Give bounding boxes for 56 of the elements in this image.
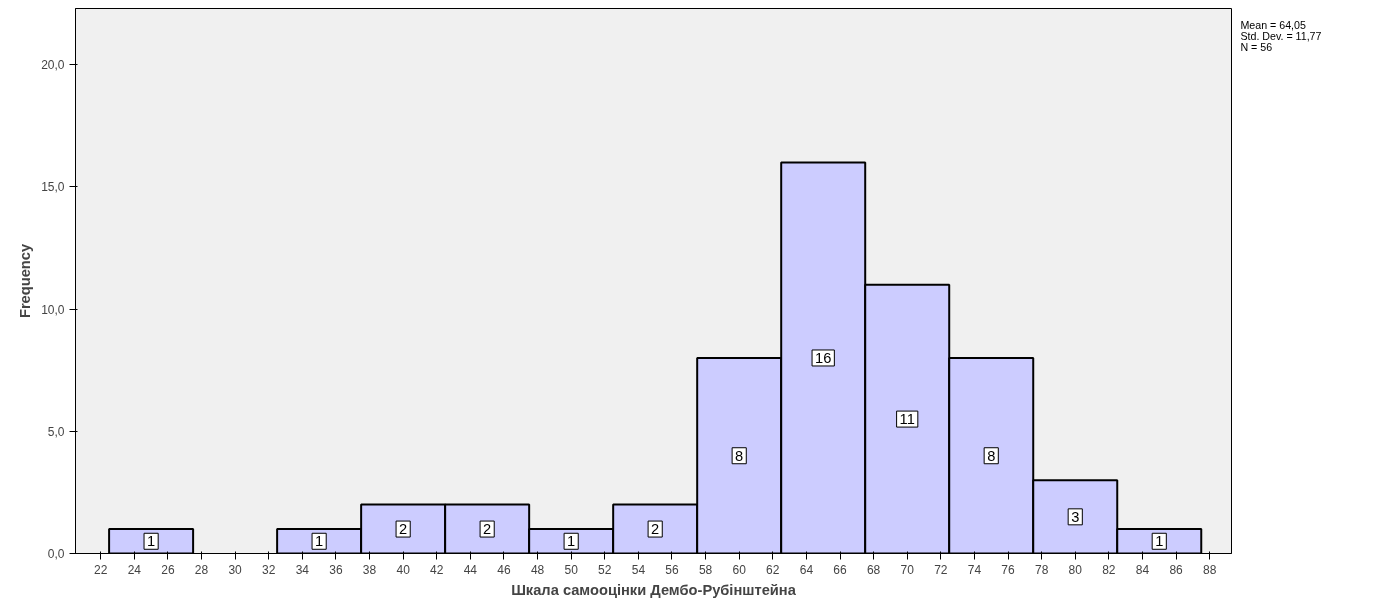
x-tick-label: 46 <box>497 562 511 577</box>
x-tick-label: 42 <box>430 562 444 577</box>
x-tick-label: 38 <box>362 562 377 577</box>
data-label: 2 <box>483 521 492 538</box>
x-tick-label: 86 <box>1169 562 1184 577</box>
y-tick-label: 0,0 <box>47 547 65 561</box>
data-label: 8 <box>735 447 744 464</box>
x-tick-label: 24 <box>127 562 142 577</box>
x-tick-label: 34 <box>295 562 310 577</box>
data-label: 16 <box>815 349 832 366</box>
x-tick-label: 66 <box>833 562 848 577</box>
x-tick-label: 88 <box>1202 562 1217 577</box>
x-tick-label: 62 <box>766 562 780 577</box>
y-tick-label: 20,0 <box>41 58 65 73</box>
x-tick-label: 40 <box>396 562 411 577</box>
data-label: 1 <box>147 533 156 550</box>
data-label: 1 <box>1155 533 1164 550</box>
x-tick-label: 32 <box>262 562 276 577</box>
text: Mean = 64,05 <box>1240 19 1306 32</box>
x-tick-label: 82 <box>1102 562 1116 577</box>
x-tick-label: 64 <box>799 562 814 577</box>
x-tick-label: 80 <box>1068 562 1083 577</box>
y-tick-label: 5,0 <box>47 424 65 439</box>
x-tick-label: 76 <box>1001 562 1016 577</box>
x-tick-label: 50 <box>564 562 579 577</box>
x-tick-label: 22 <box>94 562 108 577</box>
y-tick-label: 10,0 <box>41 302 65 317</box>
text: N = 56 <box>1240 41 1273 54</box>
text: Std. Dev. = 11,77 <box>1240 30 1322 43</box>
x-tick-label: 78 <box>1034 562 1049 577</box>
x-tick-label: 84 <box>1135 562 1150 577</box>
x-axis-title: Шкала самооцінки Дембо-Рубінштейна <box>511 581 797 598</box>
x-tick-label: 26 <box>161 562 175 577</box>
y-tick-label: 15,0 <box>41 180 65 195</box>
x-tick-label: 48 <box>530 562 545 577</box>
y-axis-title: Frequency <box>17 243 34 319</box>
x-tick-label: 30 <box>228 562 243 577</box>
data-label: 11 <box>899 411 915 428</box>
data-label: 1 <box>567 533 576 550</box>
x-tick-label: 44 <box>463 562 478 577</box>
x-tick-label: 52 <box>598 562 612 577</box>
x-tick-label: 70 <box>900 562 915 577</box>
data-label: 8 <box>987 447 996 464</box>
x-tick-label: 54 <box>631 562 646 577</box>
x-tick-label: 36 <box>329 562 343 577</box>
x-tick-label: 56 <box>665 562 679 577</box>
x-tick-label: 72 <box>934 562 948 577</box>
data-label: 1 <box>315 533 324 550</box>
x-tick-label: 28 <box>194 562 209 577</box>
data-label: 2 <box>399 521 408 538</box>
data-label: 2 <box>651 521 660 538</box>
x-tick-label: 58 <box>698 562 713 577</box>
data-label: 3 <box>1071 508 1080 525</box>
x-tick-label: 68 <box>866 562 881 577</box>
x-tick-label: 74 <box>967 562 982 577</box>
x-tick-label: 60 <box>732 562 747 577</box>
